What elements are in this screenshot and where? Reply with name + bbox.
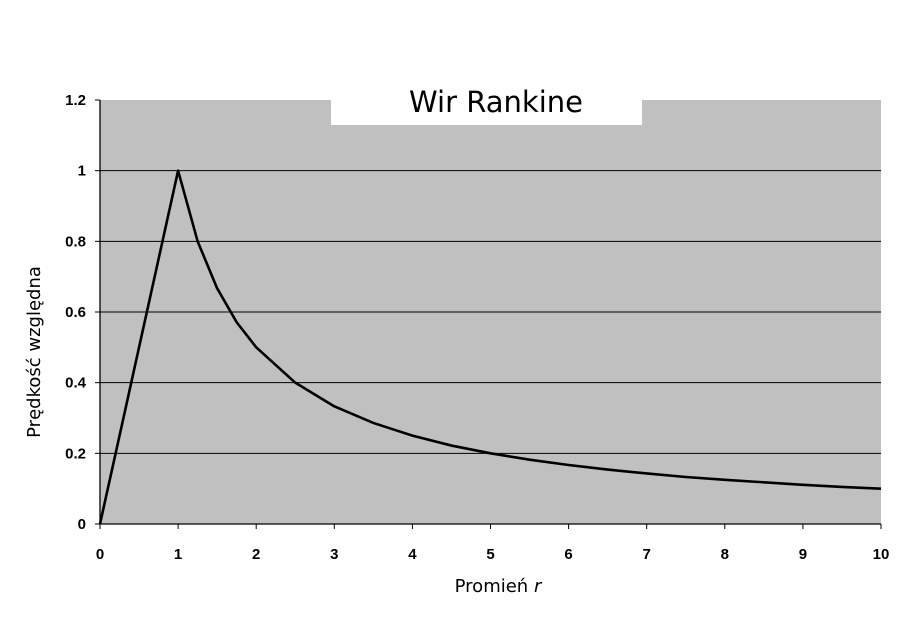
x-tick-label-1: 1 (174, 546, 182, 563)
x-axis-ticks: 0 1 2 3 4 5 6 7 8 9 10 (96, 524, 890, 563)
x-tick-label-10: 10 (873, 546, 890, 563)
y-tick-label-6: 1.2 (65, 92, 86, 109)
y-axis-label: Prędkość względna (24, 266, 45, 438)
y-tick-label-3: 0.6 (65, 304, 86, 321)
series-line (98, 169, 882, 525)
x-axis-label: Promień r (455, 576, 543, 597)
y-tick-label-0: 0 (78, 516, 86, 533)
x-tick-label-9: 9 (799, 546, 807, 563)
y-tick-label-2: 0.4 (65, 375, 87, 392)
x-tick-label-3: 3 (330, 546, 338, 563)
y-tick-label-1: 0.2 (65, 445, 86, 462)
y-axis-ticks: 0 0.2 0.4 0.6 0.8 1 1.2 (65, 92, 100, 533)
x-tick-label-6: 6 (564, 546, 572, 563)
y-tick-label-5: 1 (78, 163, 86, 180)
x-tick-label-8: 8 (721, 546, 729, 563)
x-tick-label-2: 2 (252, 546, 260, 563)
y-tick-label-4: 0.8 (65, 233, 86, 250)
x-tick-label-5: 5 (486, 546, 494, 563)
chart-title: Wir Rankine (409, 85, 583, 119)
x-tick-label-4: 4 (408, 546, 417, 563)
x-tick-label-0: 0 (96, 546, 104, 563)
title-box (331, 98, 642, 125)
x-tick-label-7: 7 (643, 546, 651, 563)
